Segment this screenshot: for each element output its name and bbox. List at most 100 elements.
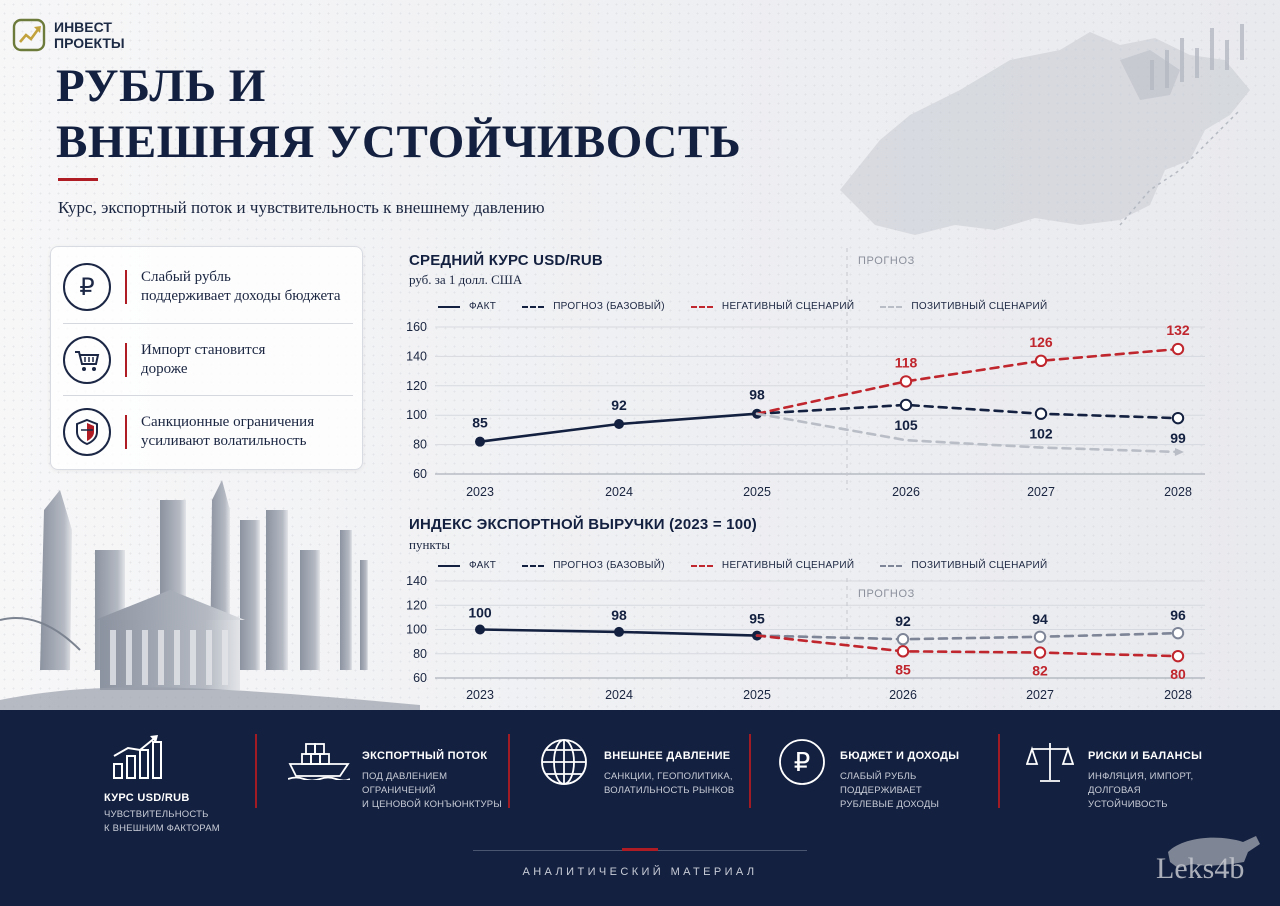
data-point — [1175, 447, 1184, 456]
title-line-2: ВНЕШНЯЯ УСТОЙЧИВОСТЬ — [56, 116, 742, 168]
band-description-line: УСТОЙЧИВОСТЬ — [1088, 799, 1168, 810]
series-line — [755, 634, 1180, 658]
band-description-line: ЧУВСТВИТЕЛЬНОСТЬ — [104, 809, 209, 820]
x-tick-label: 2024 — [605, 485, 633, 499]
band-separator — [998, 734, 1000, 808]
x-tick-label: 2023 — [466, 485, 494, 499]
x-tick-label: 2025 — [743, 485, 771, 499]
series-line — [755, 403, 1180, 420]
legend-swatch — [880, 305, 903, 308]
band-description-line: ВОЛАТИЛЬНОСТЬ РЫНКОВ — [604, 785, 735, 796]
cargo-ship-icon — [288, 743, 350, 780]
legend-swatch — [880, 564, 903, 567]
x-tick-label: 2026 — [892, 485, 920, 499]
data-label: 82 — [1032, 663, 1048, 679]
data-point — [1171, 342, 1185, 356]
band-description: ИНФЛЯЦИЯ, ИМПОРТ, ДОЛГОВАЯ УСТОЙЧИВОСТЬ — [1088, 770, 1248, 812]
x-tick-label: 2024 — [605, 688, 633, 702]
legend-swatch — [690, 305, 713, 308]
band-title: КУРС USD/RUB — [104, 792, 190, 804]
band-description: ПОД ДАВЛЕНИЕМ ОГРАНИЧЕНИЙ И ЦЕНОВОЙ КОНЪ… — [362, 770, 522, 812]
legend-label: ПРОГНОЗ (БАЗОВЫЙ) — [553, 301, 665, 312]
data-point — [1034, 354, 1048, 368]
series-line — [755, 631, 1180, 641]
data-point — [475, 624, 485, 635]
data-label: 132 — [1166, 322, 1190, 338]
bar-chart-icon — [113, 735, 162, 779]
band-title: ЭКСПОРТНЫЙ ПОТОК — [362, 750, 488, 762]
band-description-line: САНКЦИИ, ГЕОПОЛИТИКА, — [604, 771, 733, 782]
scales-icon — [1026, 743, 1074, 782]
page-subtitle: Курс, экспортный поток и чувствительност… — [58, 198, 545, 217]
data-label: 98 — [749, 387, 765, 403]
data-label: 92 — [895, 613, 911, 629]
legend-label: НЕГАТИВНЫЙ СЦЕНАРИЙ — [721, 301, 855, 312]
key-point-text: Санкционные ограничения усиливают волати… — [141, 413, 314, 451]
x-tick-label: 2028 — [1164, 688, 1192, 702]
legend-label: ПОЗИТИВНЫЙ СЦЕНАРИЙ — [911, 301, 1048, 312]
x-tick-label: 2028 — [1164, 485, 1192, 499]
key-point-text: Импорт становится дороже — [141, 341, 265, 379]
band-description-line: И ЦЕНОВОЙ КОНЪЮНКТУРЫ — [362, 799, 502, 810]
page-title: РУБЛЬ И ВНЕШНЯЯ УСТОЙЧИВОСТЬ — [56, 58, 741, 170]
chart-legend: ФАКТ ПРОГНОЗ (БАЗОВЫЙ) НЕГАТИВНЫЙ СЦЕНАР… — [438, 560, 1074, 571]
data-label: 99 — [1170, 430, 1186, 446]
brand-logo-icon — [12, 18, 46, 52]
key-point-line: дороже — [141, 360, 188, 377]
ruble-coin-icon: ₽ — [779, 739, 825, 785]
chart-unit-label: руб. за 1 долл. США — [409, 272, 523, 287]
band-separator — [255, 734, 257, 808]
data-label: 118 — [895, 354, 918, 370]
legend-item-base: ПРОГНОЗ (БАЗОВЫЙ) — [522, 560, 665, 571]
chart-legend: ФАКТ ПРОГНОЗ (БАЗОВЫЙ) НЕГАТИВНЫЙ СЦЕНАР… — [438, 301, 1074, 312]
key-point-line: Импорт становится — [141, 341, 266, 358]
cart-icon — [63, 335, 111, 384]
data-label: 105 — [894, 417, 918, 433]
data-point — [1034, 407, 1048, 420]
key-point-card: Санкционные ограничения усиливают волати… — [63, 395, 353, 467]
shield-icon — [63, 407, 111, 456]
y-tick-label: 60 — [413, 671, 427, 685]
band-title: ВНЕШНЕЕ ДАВЛЕНИЕ — [604, 750, 731, 762]
data-point — [1033, 630, 1047, 643]
legend-item-base: ПРОГНОЗ (БАЗОВЫЙ) — [522, 301, 665, 312]
legend-label: НЕГАТИВНЫЙ СЦЕНАРИЙ — [721, 560, 855, 571]
data-label: 85 — [895, 661, 911, 677]
y-tick-label: 140 — [406, 574, 427, 588]
brand-line-2: ПРОЕКТЫ — [54, 35, 125, 51]
y-tick-label: 160 — [406, 320, 427, 334]
legend-label: ФАКТ — [469, 560, 497, 571]
band-description-line: РУБЛЕВЫЕ ДОХОДЫ — [840, 799, 940, 810]
leopard-watermark-icon — [1168, 836, 1260, 868]
y-tick-label: 100 — [406, 623, 427, 637]
summary-band: КУРС USD/RUB ЧУВСТВИТЕЛЬНОСТЬ К ВНЕШНИМ … — [0, 710, 1280, 906]
y-tick-label: 80 — [413, 647, 427, 661]
legend-item-positive: ПОЗИТИВНЫЙ СЦЕНАРИЙ — [880, 301, 1047, 312]
footer-accent — [622, 848, 658, 851]
brand-line-1: ИНВЕСТ — [54, 19, 112, 35]
data-point — [899, 398, 913, 412]
legend-swatch — [690, 564, 713, 567]
key-point-line: поддерживает доходы бюджета — [141, 288, 341, 304]
watermark: Leks4b — [1156, 852, 1245, 885]
legend-item-negative: НЕГАТИВНЫЙ СЦЕНАРИЙ — [690, 560, 855, 571]
band-description-line: СЛАБЫЙ РУБЛЬ ПОДДЕРЖИВАЕТ — [840, 771, 922, 796]
legend-swatch — [522, 564, 545, 567]
data-point — [1171, 411, 1185, 425]
key-point-card: Импорт становится дороже — [63, 323, 353, 395]
y-tick-label: 80 — [413, 438, 427, 452]
legend-item-negative: НЕГАТИВНЫЙ СЦЕНАРИЙ — [690, 301, 855, 312]
data-label: 126 — [1029, 334, 1053, 350]
brand-name: ИНВЕСТ ПРОЕКТЫ — [54, 19, 125, 51]
data-label: 80 — [1170, 666, 1186, 682]
x-tick-label: 2027 — [1026, 688, 1054, 702]
data-label: 95 — [749, 611, 765, 627]
y-tick-label: 100 — [406, 408, 427, 422]
band-separator — [749, 734, 751, 808]
data-label: 85 — [472, 415, 488, 431]
data-label: 98 — [611, 607, 627, 623]
data-point — [1033, 646, 1047, 659]
